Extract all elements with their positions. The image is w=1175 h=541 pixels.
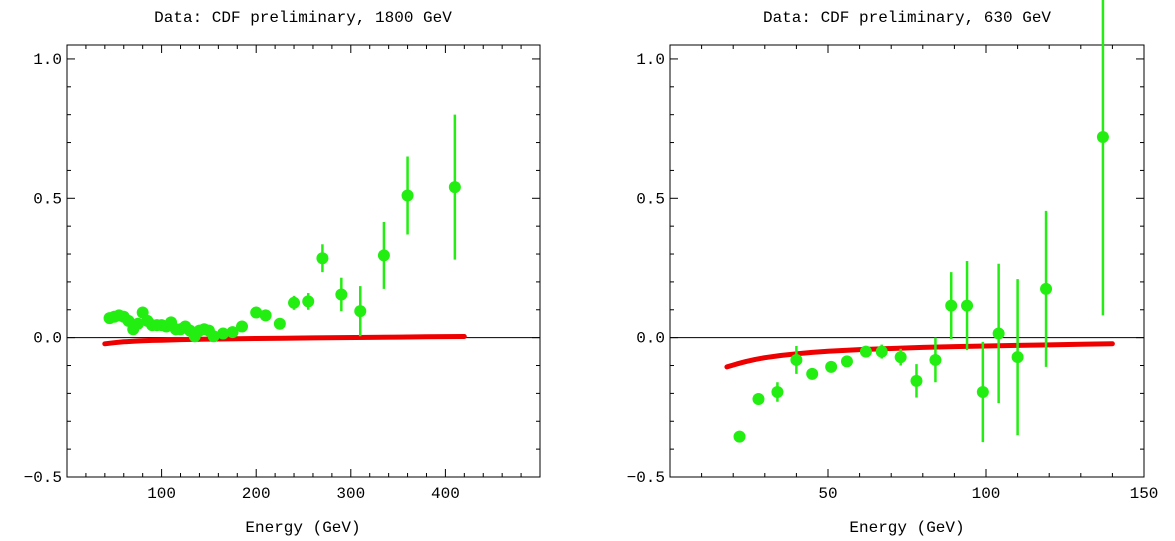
left-data-point (302, 295, 315, 308)
left-y-tick-label: 0.5 (33, 190, 62, 208)
right-data-point (1096, 130, 1109, 143)
right-x-tick-label: 100 (972, 485, 1001, 503)
right-data-point (752, 392, 765, 405)
right-panel-chart: Energy (GeV) 50 100 150 −0.5 0.0 0.5 1.0 Data: … (627, 0, 1159, 537)
left-y-tick-label: 0.0 (33, 330, 62, 348)
right-data-point (894, 351, 907, 364)
left-x-tick-label: 200 (242, 485, 271, 503)
right-data-point (806, 367, 819, 380)
right-data-point (945, 299, 958, 312)
right-y-tick-label: −0.5 (627, 469, 665, 487)
left-y-tick-label: 1.0 (33, 51, 62, 69)
right-x-tick-label: 50 (818, 485, 837, 503)
right-data-point (790, 353, 803, 366)
left-y-tick-label: −0.5 (24, 469, 62, 487)
left-data-point (273, 317, 286, 330)
right-data-point (992, 327, 1005, 340)
left-chart-title: Data: CDF preliminary, 1800 GeV (154, 9, 452, 27)
right-data-point (961, 299, 974, 312)
right-data-point (910, 374, 923, 387)
right-data-point (733, 430, 746, 443)
left-data-point (377, 249, 390, 262)
left-data-point (259, 309, 272, 322)
left-data-point (316, 252, 329, 265)
left-data-point (236, 320, 249, 333)
left-data-point (226, 326, 239, 339)
left-chart-x-axis-label: Energy (GeV) (245, 519, 360, 537)
right-data-point (771, 385, 784, 398)
left-data-point (207, 330, 220, 343)
right-data-point (840, 355, 853, 368)
right-plot-frame (669, 44, 1145, 478)
left-data-point (401, 189, 414, 202)
left-data-point (335, 288, 348, 301)
right-chart-x-axis-label: Energy (GeV) (849, 519, 964, 537)
left-x-tick-label: 100 (147, 485, 176, 503)
right-chart-title: Data: CDF preliminary, 630 GeV (763, 9, 1051, 27)
right-data-point (825, 360, 838, 373)
right-data-point (929, 353, 942, 366)
right-y-tick-label: 1.0 (636, 51, 665, 69)
left-panel-chart: Energy (GeV) 100 200 300 400 −0.5 0.0 0.5 1.0 Da… (24, 9, 541, 537)
right-data-point (1040, 282, 1053, 295)
left-data-point (250, 306, 263, 319)
right-data-point (875, 345, 888, 358)
left-data-point (354, 305, 367, 318)
right-y-tick-label: 0.5 (636, 190, 665, 208)
left-data-point (131, 317, 144, 330)
left-data-point (217, 327, 230, 340)
right-data-point (1011, 351, 1024, 364)
right-x-tick-label: 150 (1130, 485, 1159, 503)
right-y-tick-label: 0.0 (636, 330, 665, 348)
right-data-point (976, 385, 989, 398)
left-x-tick-label: 400 (431, 485, 460, 503)
left-data-point (288, 296, 301, 309)
right-data-point (859, 345, 872, 358)
left-x-tick-label: 300 (336, 485, 365, 503)
left-plot-frame (66, 44, 541, 478)
left-data-point (448, 181, 461, 194)
right-theory-curve (724, 341, 1115, 370)
